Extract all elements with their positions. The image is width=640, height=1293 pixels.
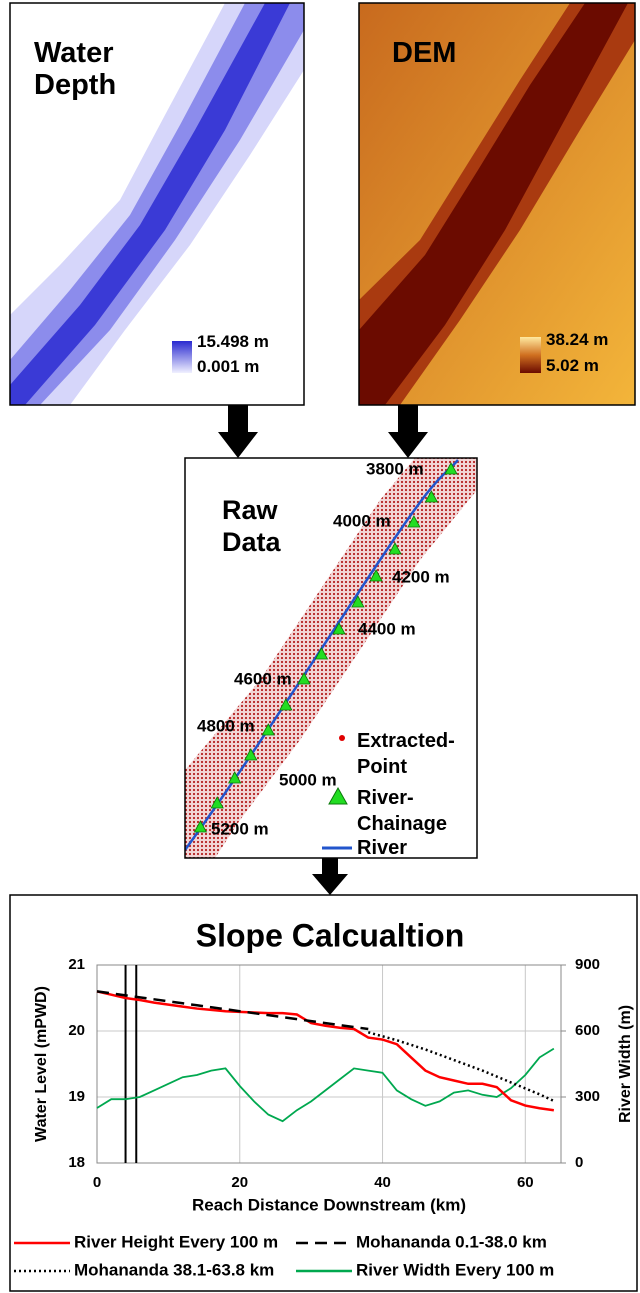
arrow: [312, 858, 348, 895]
y-tick-label: 19: [68, 1088, 85, 1105]
legend-label: 38.24 m: [546, 331, 608, 350]
figure-canvas: 3800 m 4000 m 4200 m 4400 m 4600 m 4800 m 5000…: [0, 0, 640, 1293]
legend-dot: [339, 735, 345, 741]
y2-tick-label: 900: [575, 956, 600, 973]
y2-tick-label: 600: [575, 1022, 600, 1039]
legend-label: River: [357, 837, 407, 859]
legend-label: 5.02 m: [546, 357, 599, 376]
legend-label: Mohananda 38.1-63.8 km: [74, 1260, 274, 1279]
chainage-label: 4400 m: [358, 619, 416, 638]
colorbar: [172, 341, 192, 373]
arrow: [388, 405, 428, 458]
legend-label: River Height Every 100 m: [74, 1232, 278, 1251]
legend-label: Extracted-Point: [357, 728, 475, 780]
arrow: [218, 405, 258, 458]
legend-label: River Width Every 100 m: [356, 1260, 554, 1279]
y-tick-label: 18: [68, 1154, 85, 1171]
legend-label: River-Chainage: [357, 785, 475, 837]
x-tick-label: 0: [93, 1174, 101, 1191]
chainage-label: 4200 m: [392, 567, 450, 586]
legend-label: 15.498 m: [197, 333, 269, 352]
colorbar: [520, 337, 541, 373]
chainage-label: 5200 m: [211, 819, 269, 838]
legend-label: 0.001 m: [197, 358, 259, 377]
chainage-label: 4000 m: [333, 511, 391, 530]
y2-tick-label: 300: [575, 1088, 600, 1105]
panel-title: DEM: [392, 38, 456, 70]
panel-title: Raw Data: [222, 494, 302, 559]
y-tick-label: 20: [68, 1022, 85, 1039]
chart-title: Slope Calcualtion: [196, 917, 464, 953]
y-tick-label: 21: [68, 956, 85, 973]
y-axis-label: Water Level (mPWD): [33, 986, 50, 1142]
chainage-label: 4800 m: [197, 716, 255, 735]
chainage-label: 5000 m: [279, 770, 337, 789]
x-tick-label: 60: [517, 1174, 534, 1191]
y2-axis-label: River Width (m): [617, 1005, 634, 1123]
chainage-label: 3800 m: [366, 459, 424, 478]
x-axis-label: Reach Distance Downstream (km): [192, 1195, 466, 1214]
legend-label: Mohananda 0.1-38.0 km: [356, 1232, 547, 1251]
figure: 3800 m 4000 m 4200 m 4400 m 4600 m 4800 m 5000…: [0, 0, 640, 1293]
x-tick-label: 40: [374, 1174, 391, 1191]
panel-title: Water Depth: [34, 38, 144, 102]
x-tick-label: 20: [231, 1174, 248, 1191]
chainage-label: 4600 m: [234, 669, 292, 688]
y2-tick-label: 0: [575, 1154, 583, 1171]
